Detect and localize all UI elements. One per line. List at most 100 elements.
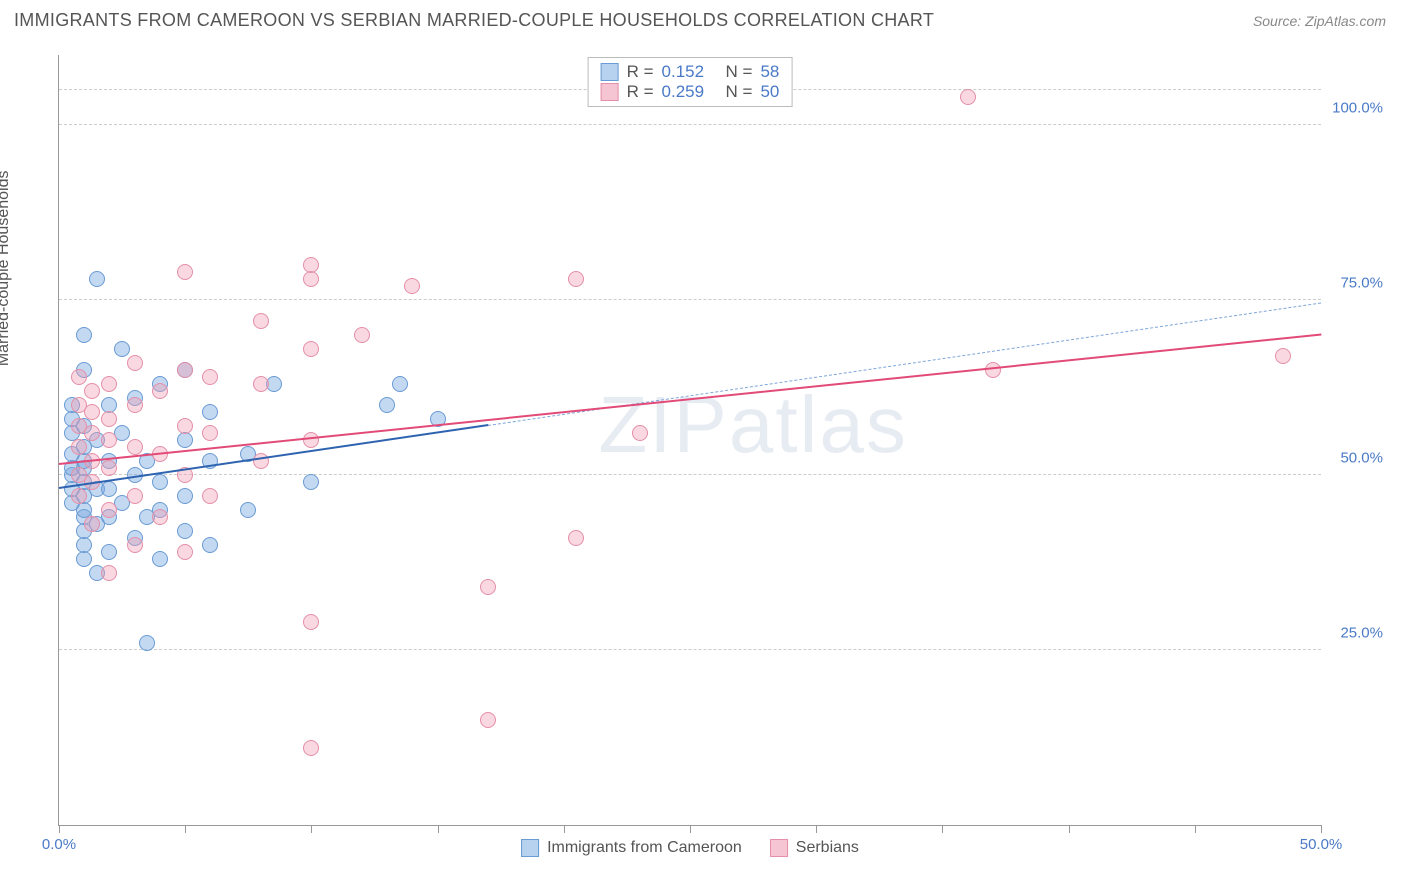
gridline	[59, 649, 1321, 650]
gridline	[59, 299, 1321, 300]
x-tick	[690, 825, 691, 833]
scatter-point	[84, 516, 100, 532]
y-axis-label: Married-couple Households	[0, 171, 13, 367]
scatter-point	[303, 257, 319, 273]
scatter-point	[202, 537, 218, 553]
scatter-point	[152, 474, 168, 490]
r-value: 0.152	[662, 62, 718, 82]
scatter-point	[568, 271, 584, 287]
scatter-point	[76, 551, 92, 567]
legend-item: Immigrants from Cameroon	[521, 839, 742, 857]
r-label: R =	[627, 82, 654, 102]
scatter-point	[177, 488, 193, 504]
scatter-point	[177, 432, 193, 448]
stats-row: R = 0.259 N = 50	[601, 82, 780, 102]
x-tick	[185, 825, 186, 833]
scatter-point	[354, 327, 370, 343]
scatter-point	[101, 565, 117, 581]
scatter-point	[253, 376, 269, 392]
scatter-point	[71, 369, 87, 385]
scatter-point	[127, 537, 143, 553]
scatter-point	[101, 481, 117, 497]
stats-legend: R = 0.152 N = 58 R = 0.259 N = 50	[588, 57, 793, 107]
scatter-point	[71, 439, 87, 455]
scatter-point	[303, 474, 319, 490]
scatter-point	[253, 313, 269, 329]
r-label: R =	[627, 62, 654, 82]
x-tick	[816, 825, 817, 833]
scatter-point	[152, 383, 168, 399]
scatter-point	[177, 418, 193, 434]
y-tick-label: 100.0%	[1332, 100, 1383, 117]
scatter-point	[114, 341, 130, 357]
x-tick	[564, 825, 565, 833]
legend-swatch	[770, 839, 788, 857]
scatter-point	[76, 327, 92, 343]
scatter-point	[89, 271, 105, 287]
scatter-point	[480, 579, 496, 595]
x-tick	[59, 825, 60, 833]
scatter-point	[632, 425, 648, 441]
x-tick	[438, 825, 439, 833]
x-tick-label: 0.0%	[42, 836, 76, 853]
scatter-point	[202, 425, 218, 441]
scatter-point	[84, 425, 100, 441]
stats-row: R = 0.152 N = 58	[601, 62, 780, 82]
x-tick	[1321, 825, 1322, 833]
scatter-point	[202, 369, 218, 385]
scatter-point	[177, 523, 193, 539]
scatter-point	[152, 509, 168, 525]
scatter-point	[202, 488, 218, 504]
scatter-point	[71, 488, 87, 504]
scatter-point	[960, 89, 976, 105]
scatter-point	[303, 341, 319, 357]
scatter-point	[379, 397, 395, 413]
scatter-point	[202, 404, 218, 420]
scatter-point	[84, 404, 100, 420]
scatter-point	[240, 502, 256, 518]
scatter-point	[480, 712, 496, 728]
scatter-point	[101, 376, 117, 392]
x-tick	[942, 825, 943, 833]
trend-line	[59, 333, 1321, 464]
scatter-point	[101, 544, 117, 560]
scatter-point	[392, 376, 408, 392]
legend-swatch	[521, 839, 539, 857]
scatter-point	[139, 635, 155, 651]
scatter-point	[1275, 348, 1291, 364]
scatter-point	[985, 362, 1001, 378]
scatter-point	[404, 278, 420, 294]
n-value: 50	[760, 82, 779, 102]
chart-area: Married-couple Households ZIPatlas R =0.…	[14, 35, 1394, 875]
scatter-point	[127, 355, 143, 371]
y-tick-label: 25.0%	[1340, 625, 1383, 642]
scatter-point	[84, 383, 100, 399]
n-value: 58	[760, 62, 779, 82]
scatter-point	[177, 544, 193, 560]
scatter-point	[127, 488, 143, 504]
source-label: Source: ZipAtlas.com	[1253, 13, 1386, 29]
scatter-point	[101, 432, 117, 448]
n-label: N =	[726, 82, 753, 102]
scatter-point	[127, 439, 143, 455]
scatter-point	[303, 740, 319, 756]
legend-item: Serbians	[770, 839, 859, 857]
legend-label: Serbians	[796, 839, 859, 857]
chart-title: IMMIGRANTS FROM CAMEROON VS SERBIAN MARR…	[14, 10, 934, 31]
scatter-point	[101, 460, 117, 476]
gridline	[59, 124, 1321, 125]
scatter-point	[303, 614, 319, 630]
n-label: N =	[726, 62, 753, 82]
scatter-point	[152, 551, 168, 567]
scatter-point	[568, 530, 584, 546]
scatter-point	[127, 397, 143, 413]
legend-swatch	[601, 83, 619, 101]
gridline	[59, 474, 1321, 475]
y-tick-label: 50.0%	[1340, 450, 1383, 467]
scatter-point	[303, 432, 319, 448]
y-tick-label: 75.0%	[1340, 275, 1383, 292]
scatter-point	[101, 411, 117, 427]
legend-swatch	[601, 63, 619, 81]
x-tick	[1069, 825, 1070, 833]
r-value: 0.259	[662, 82, 718, 102]
